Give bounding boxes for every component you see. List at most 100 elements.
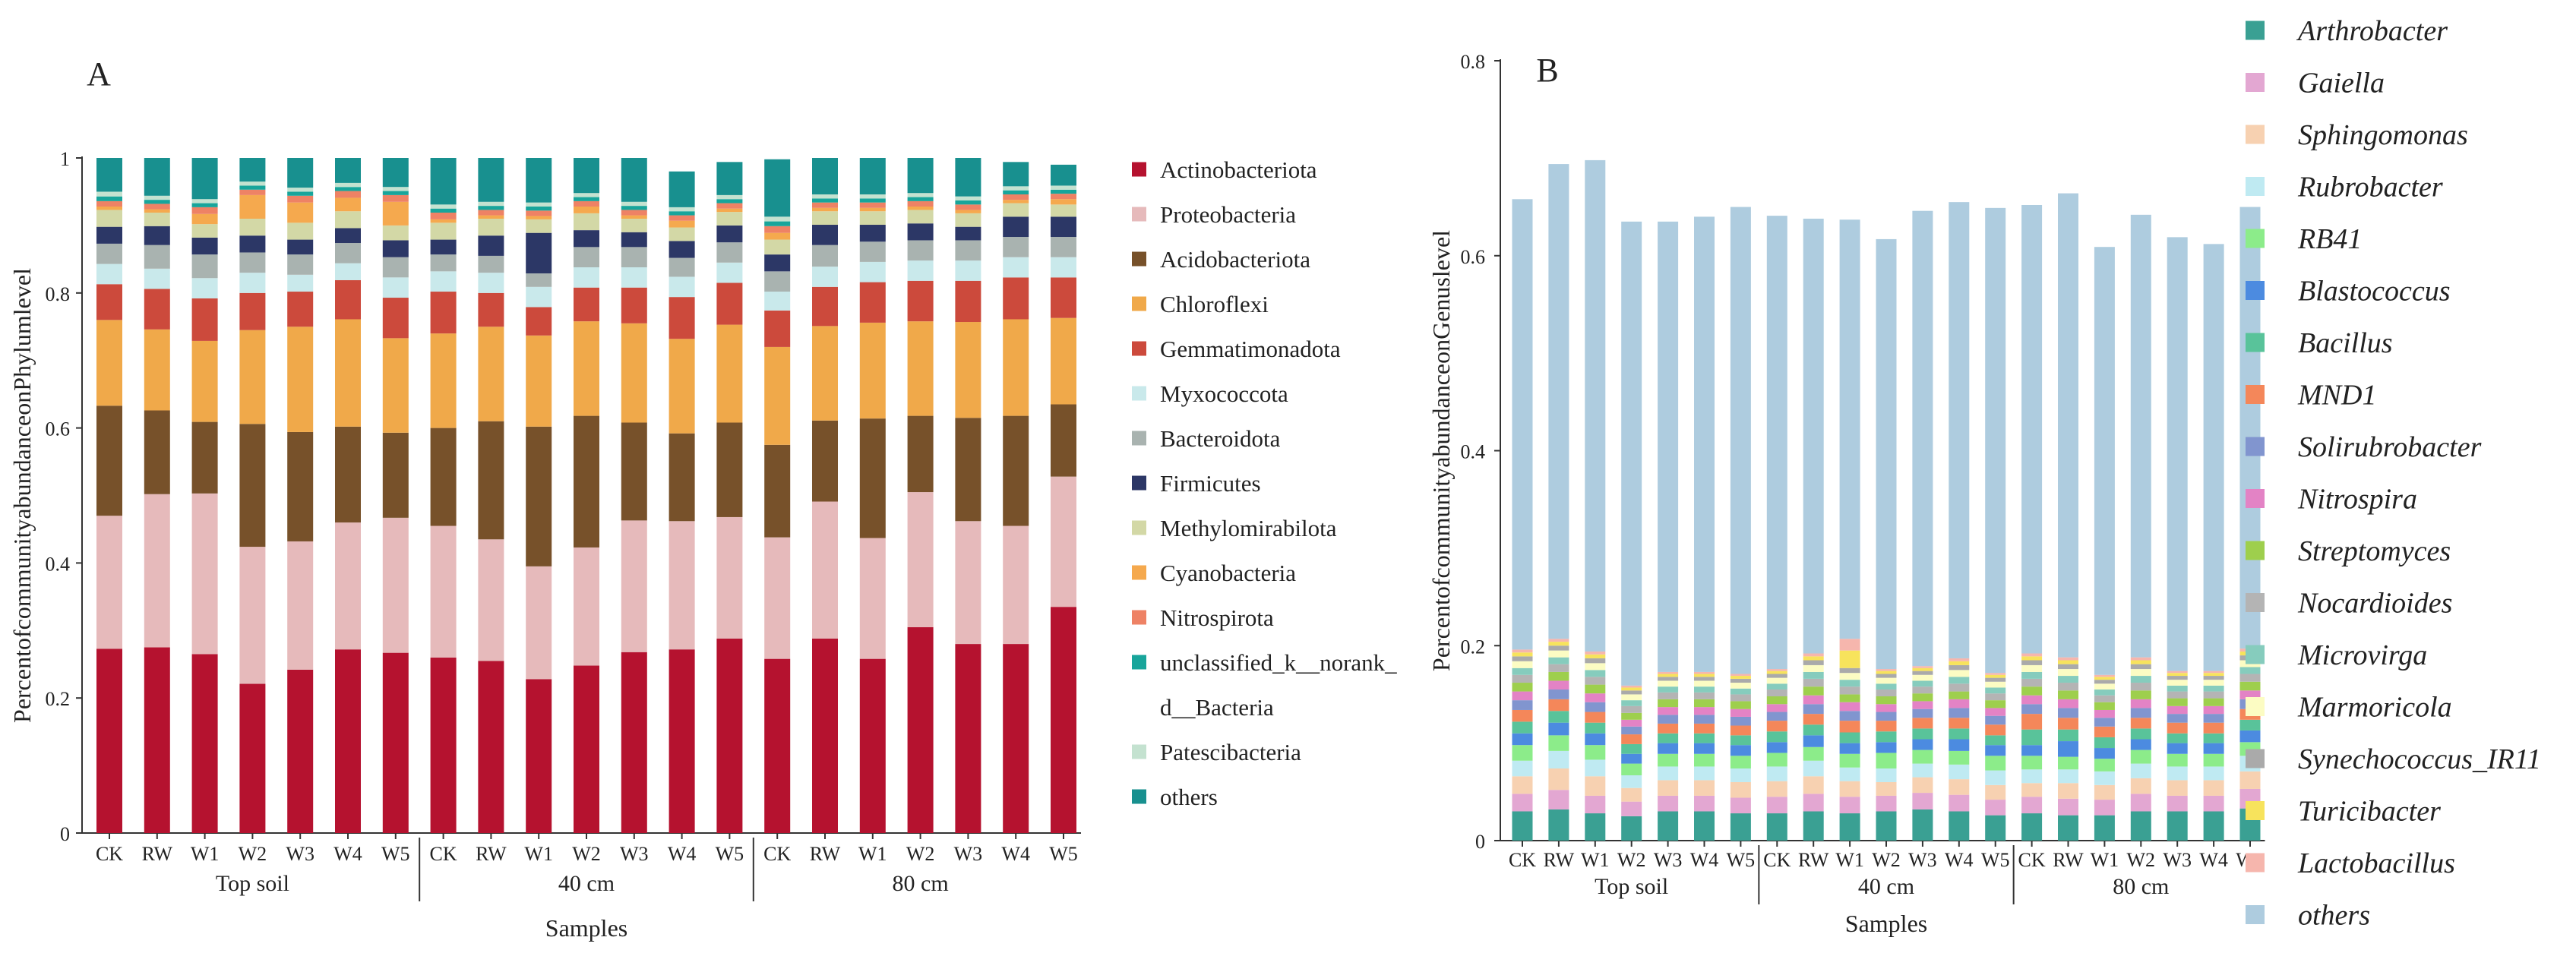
bar-segment bbox=[907, 210, 934, 224]
bar-segment bbox=[96, 320, 122, 406]
bar-segment bbox=[1803, 735, 1824, 747]
bar-segment bbox=[2167, 673, 2188, 677]
bar-segment bbox=[1912, 728, 1933, 740]
legend-swatch bbox=[1132, 296, 1146, 311]
bar-segment bbox=[144, 268, 170, 289]
bar-segment bbox=[668, 215, 695, 221]
bar-segment bbox=[859, 207, 886, 212]
bar-segment bbox=[1839, 639, 1860, 651]
bar-segment bbox=[191, 493, 218, 655]
bar-segment bbox=[1912, 793, 1933, 809]
bar-segment bbox=[96, 263, 122, 285]
bar-segment bbox=[239, 683, 266, 833]
bar-segment bbox=[1949, 658, 1970, 661]
bar-segment bbox=[335, 228, 361, 244]
bar-segment bbox=[1949, 664, 1970, 671]
x-tick-label: W3 bbox=[1908, 849, 1937, 871]
bar-segment bbox=[1621, 787, 1642, 802]
group-label: 80 cm bbox=[893, 871, 949, 896]
bar-segment bbox=[1985, 700, 2006, 708]
x-axis-title: Samples bbox=[1845, 910, 1927, 937]
bar-segment bbox=[239, 185, 266, 190]
bar-segment bbox=[1585, 733, 1606, 746]
bar-segment bbox=[907, 197, 934, 201]
bar-segment bbox=[1912, 674, 1933, 681]
bar-segment bbox=[955, 240, 981, 261]
bar-segment bbox=[1658, 780, 1679, 796]
legend-label: Proteobacteria bbox=[1160, 201, 1296, 228]
bar-segment bbox=[430, 239, 457, 255]
bar-segment bbox=[1051, 164, 1076, 186]
bar-segment bbox=[1730, 797, 1751, 814]
legend-label: RB41 bbox=[2297, 223, 2362, 255]
bar-segment bbox=[239, 424, 266, 548]
legend-swatch bbox=[2246, 749, 2265, 768]
bar-segment bbox=[1949, 811, 1970, 841]
bar-segment bbox=[1694, 677, 1715, 681]
bar-segment bbox=[2203, 673, 2224, 677]
bar-segment bbox=[574, 230, 599, 248]
bar-segment bbox=[1585, 722, 1606, 734]
bar-segment bbox=[907, 415, 934, 493]
bar-segment bbox=[907, 626, 934, 833]
bar-segment bbox=[1658, 753, 1679, 767]
bar-segment bbox=[2130, 699, 2151, 708]
bar-segment bbox=[2021, 797, 2043, 814]
bar-segment bbox=[1876, 742, 1897, 753]
bar-segment bbox=[96, 405, 122, 516]
bar-segment bbox=[526, 158, 552, 203]
bar-segment bbox=[1621, 719, 1642, 727]
bar-segment bbox=[621, 267, 647, 288]
legend-label: Gemmatimonadota bbox=[1160, 336, 1341, 362]
bar-segment bbox=[1003, 194, 1029, 200]
x-tick-label: CK bbox=[1763, 849, 1791, 871]
bar-segment bbox=[526, 286, 552, 308]
bar-segment bbox=[2094, 800, 2115, 816]
bar-segment bbox=[2021, 653, 2043, 657]
bar-segment bbox=[1803, 776, 1824, 794]
x-tick-label: W2 bbox=[239, 843, 267, 865]
bar-segment bbox=[2058, 815, 2078, 841]
legend-swatch bbox=[2246, 73, 2265, 92]
bar-segment bbox=[574, 321, 599, 416]
x-tick-label: W5 bbox=[716, 843, 744, 865]
bar-segment bbox=[2203, 691, 2224, 699]
bar-segment bbox=[2203, 811, 2224, 841]
bar-segment bbox=[1658, 707, 1679, 715]
x-tick-label: W5 bbox=[381, 843, 410, 865]
bar-segment bbox=[2167, 795, 2188, 812]
bar-segment bbox=[1730, 813, 1751, 841]
bar-segment bbox=[2021, 745, 2043, 756]
bar-segment bbox=[1839, 694, 1860, 702]
bar-segment bbox=[2239, 690, 2261, 699]
bar-segment bbox=[1585, 795, 1606, 814]
bar-segment bbox=[96, 243, 122, 264]
bar-segment bbox=[1985, 681, 2006, 688]
panel-b: B 0 0.2 0.4 0.6 0.8 Percentofcommunityabundanc… bbox=[1427, 15, 2541, 937]
bar-segment bbox=[2167, 780, 2188, 796]
bar-segment bbox=[144, 195, 170, 200]
legend-swatch bbox=[1132, 207, 1146, 222]
bar-segment bbox=[2058, 660, 2078, 664]
legend-swatch bbox=[1132, 610, 1146, 625]
bar-segment bbox=[1051, 476, 1076, 607]
bar-segment bbox=[1839, 702, 1860, 712]
bar-segment bbox=[716, 262, 743, 283]
bar-segment bbox=[2094, 718, 2115, 727]
bar-segment bbox=[1876, 731, 1897, 743]
bar-segment bbox=[430, 525, 457, 658]
bar-segment bbox=[1876, 683, 1897, 690]
bar-segment bbox=[1912, 749, 1933, 764]
bar-segment bbox=[1003, 200, 1029, 204]
bar-segment bbox=[2094, 702, 2115, 710]
bar-segment bbox=[955, 644, 981, 833]
bar-segment bbox=[955, 418, 981, 522]
bar-segment bbox=[764, 216, 791, 222]
bar-segment bbox=[1003, 525, 1029, 645]
bar-segment bbox=[2203, 676, 2224, 680]
bar-segment bbox=[621, 206, 647, 210]
bar-segment bbox=[812, 211, 838, 226]
bar-segment bbox=[1512, 199, 1533, 650]
bar-segment bbox=[2021, 671, 2043, 679]
bar-segment bbox=[335, 243, 361, 263]
